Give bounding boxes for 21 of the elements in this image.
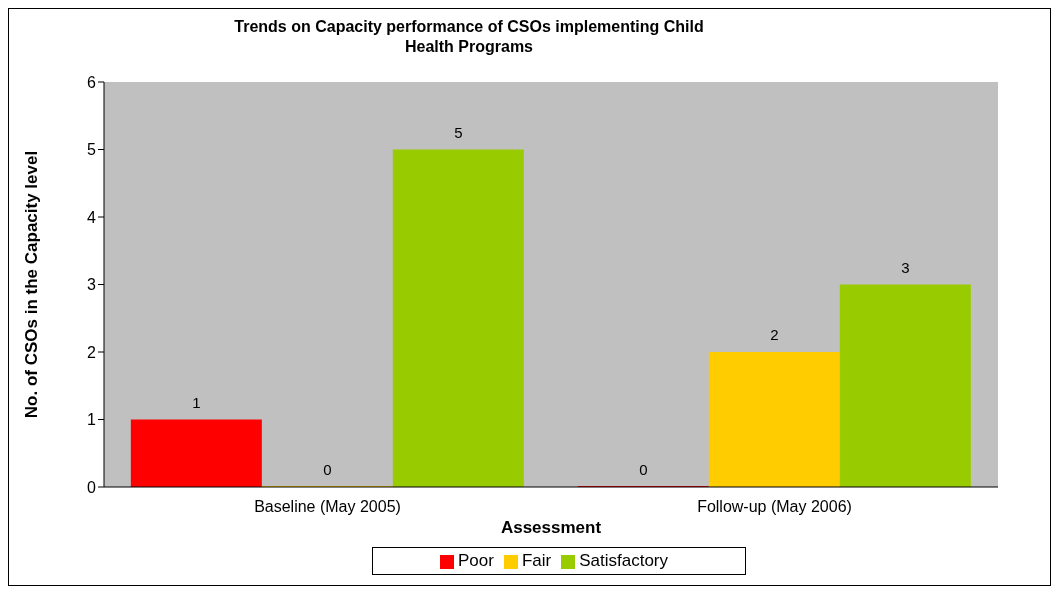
data-label: 5 (454, 123, 463, 141)
y-tick-label: 2 (87, 343, 97, 361)
y-tick-label: 4 (87, 208, 97, 226)
data-label: 0 (639, 461, 648, 478)
y-axis-title: No. of CSOs in the Capacity level (22, 150, 42, 419)
x-tick-label: Baseline (May 2005) (254, 498, 401, 516)
x-tick-label: Follow-up (May 2006) (697, 498, 852, 516)
y-tick-label: 3 (87, 276, 97, 294)
data-label: 1 (192, 393, 201, 411)
data-label: 2 (770, 326, 779, 343)
legend-label: Poor (457, 551, 494, 570)
data-label: 0 (323, 461, 332, 478)
data-label: 3 (901, 258, 910, 276)
y-tick-label: 6 (87, 73, 97, 91)
legend-label: Fair (521, 551, 552, 570)
y-tick-label: 5 (87, 141, 97, 159)
x-axis-title: Assessment (500, 518, 602, 537)
y-tick-label: 0 (87, 478, 97, 496)
chart-title: Trends on Capacity performance of CSOs implementing Child Health Programs (233, 17, 705, 57)
legend-label: Satisfactory (579, 551, 668, 570)
y-tick-label: 1 (87, 411, 97, 429)
